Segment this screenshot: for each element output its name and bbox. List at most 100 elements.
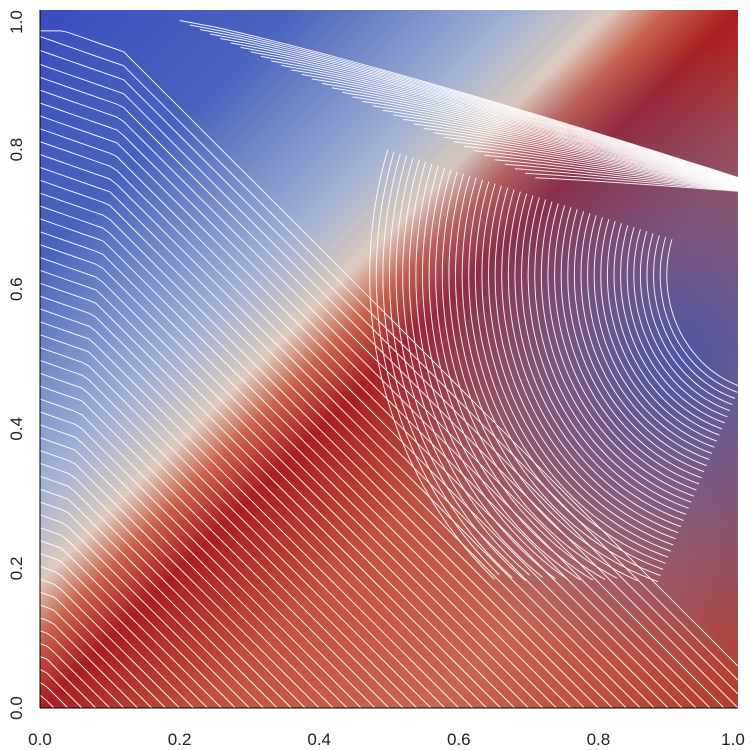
streamline [40,462,306,708]
streamline [40,115,683,708]
streamline [484,154,738,190]
streamline [428,167,594,581]
streamline [626,227,725,424]
streamline [441,171,618,579]
streamline [666,239,738,387]
streamline [593,217,712,454]
streamline [40,385,390,708]
streamline [40,656,97,708]
streamline [40,102,697,708]
streamline [362,100,738,186]
streamline [534,199,689,509]
streamline [342,91,738,185]
streamline [554,205,697,491]
x-tick-label: 0.0 [28,730,52,749]
streamline [40,372,404,708]
streamline [40,630,125,708]
x-tick-label: 0.6 [447,730,471,749]
streamline [520,195,684,521]
x-tick-label: 0.8 [587,730,611,749]
streamline [189,24,738,179]
streamline [40,604,153,708]
streamline [402,159,543,578]
x-tick-labels: 0.0 0.2 0.4 0.6 0.8 1.0 [28,730,745,749]
y-tick-label: 0.2 [7,557,26,581]
streamline [395,157,531,576]
x-tick-label: 0.4 [307,730,331,749]
streamline [415,163,569,581]
y-tick-labels: 0.0 0.2 0.4 0.6 0.8 1.0 [7,10,26,720]
streamline [580,213,707,467]
streamline [382,109,738,186]
streamline [573,211,705,473]
streamline [331,87,738,184]
streamline [408,161,556,580]
streamline [547,203,694,497]
streamline [352,96,738,185]
streamline [230,42,738,180]
y-tick-label: 0.8 [7,138,26,162]
x-tick-label: 1.0 [721,730,745,749]
streamline [40,578,181,708]
streamline [633,229,728,418]
streamline [250,51,738,181]
streamline [40,244,544,708]
streamline [433,132,738,188]
streamline [375,151,500,575]
streamline [443,136,738,189]
streamline [40,450,320,708]
streamline [40,269,516,708]
streamline [435,169,606,580]
streamline [535,177,738,192]
streamline [40,154,642,708]
streamline [567,209,702,479]
streamline [540,201,692,503]
streamline [40,553,209,708]
streamline [474,150,738,190]
streamline [481,183,669,558]
streamline [40,694,55,708]
streamline [40,128,669,708]
streamline [40,192,600,708]
streamline [301,73,738,183]
streamline [40,398,376,708]
streamline [514,193,682,528]
streamline [40,488,279,708]
streamline [659,237,738,393]
y-tick-label: 0.4 [7,417,26,441]
streamline [461,177,661,576]
streamline [392,114,738,187]
streamline [281,64,738,182]
streamline [311,78,738,184]
streamline [40,30,738,667]
streamline [220,38,738,180]
y-tick-label: 0.0 [7,696,26,720]
y-tick-label: 0.6 [7,277,26,301]
streamline [421,165,581,581]
streamline [40,166,628,708]
x-tick-label: 0.2 [168,730,192,749]
streamline [40,411,362,708]
streamline [639,231,730,412]
streamline [372,105,738,186]
streamline [291,69,738,183]
streamline [620,225,723,430]
streamline [487,185,671,552]
streamline [646,233,733,405]
streamline [40,257,530,708]
streamline [40,643,111,708]
streamline [40,360,418,708]
streamline [40,334,446,708]
streamline [40,668,83,708]
streamline [613,223,720,436]
streamline [514,168,738,191]
streamline [240,46,738,181]
streamline [260,55,738,182]
streamline [321,82,738,184]
streamline [40,565,195,708]
streamlines [40,20,738,708]
streamline [199,29,738,179]
streamline [40,540,223,708]
streamline [40,527,237,708]
streamline [40,76,725,708]
